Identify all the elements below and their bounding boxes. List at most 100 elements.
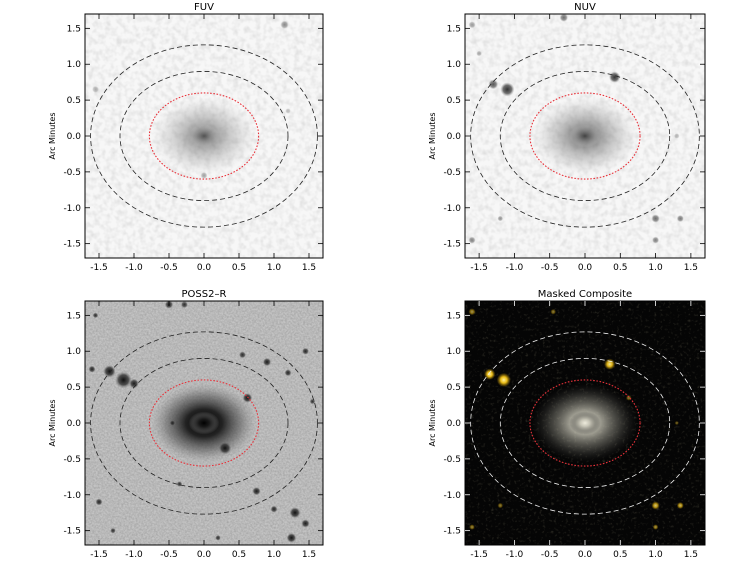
point-source <box>497 502 504 509</box>
inner-aperture <box>529 379 641 467</box>
point-source <box>652 236 660 244</box>
y-tick-label: 0.5 <box>447 383 461 393</box>
panel-0: -1.5 -1.5 -1.0 -1.0 -0.5 -0.5 0.0 0.0 0.5 0.5 1.0 1… <box>48 2 324 273</box>
x-tick-label: 0.5 <box>613 263 627 273</box>
x-tick-label: 1.0 <box>267 550 282 560</box>
panel-image <box>465 301 705 545</box>
point-source <box>673 133 680 139</box>
point-source <box>92 312 99 319</box>
point-source <box>476 50 482 57</box>
outer-aperture <box>90 331 318 515</box>
x-tick-label: -1.5 <box>470 550 488 560</box>
point-source <box>285 108 291 114</box>
point-source <box>674 420 679 426</box>
panel-2: -1.5 -1.5 -1.0 -1.0 -0.5 -0.5 0.0 0.0 0.5 0.5 1.0 1… <box>48 289 324 560</box>
point-source <box>252 486 261 496</box>
point-source <box>180 301 188 309</box>
galaxy-core <box>569 411 601 435</box>
y-tick-label: 1.5 <box>67 311 81 321</box>
y-tick-label: -1.5 <box>63 527 81 537</box>
panel-title: POSS2–R <box>182 289 227 300</box>
x-tick-label: -1.0 <box>506 263 524 273</box>
y-tick-label: 1.0 <box>447 347 462 357</box>
point-source <box>129 378 139 389</box>
y-tick-label: 0.5 <box>67 383 81 393</box>
x-tick-label: -1.0 <box>125 550 143 560</box>
middle-aperture <box>119 71 289 201</box>
y-tick-label: 1.0 <box>67 60 82 70</box>
y-tick-label: 0.5 <box>67 96 81 106</box>
y-axis-label: Arc Minutes <box>428 399 437 446</box>
point-source <box>239 351 246 359</box>
outer-aperture <box>90 44 318 228</box>
point-source <box>604 358 616 370</box>
x-tick-label: 1.0 <box>648 263 663 273</box>
point-source <box>497 215 504 222</box>
outer-aperture <box>470 44 700 228</box>
y-tick-label: -0.5 <box>443 168 461 178</box>
y-tick-label: -0.5 <box>443 455 461 465</box>
x-tick-label: -0.5 <box>160 263 178 273</box>
x-tick-label: -0.5 <box>541 550 559 560</box>
point-source <box>280 20 289 29</box>
x-tick-label: 1.5 <box>302 263 316 273</box>
point-source <box>468 308 476 316</box>
inner-aperture <box>148 379 260 467</box>
point-source <box>468 21 476 29</box>
galaxy-core <box>569 124 601 148</box>
x-tick-label: -1.5 <box>90 550 108 560</box>
point-source <box>218 441 232 455</box>
point-source <box>215 535 221 541</box>
point-source <box>651 214 660 223</box>
y-tick-label: 0.0 <box>447 419 462 429</box>
x-tick-label: 0.5 <box>232 263 246 273</box>
point-source <box>468 236 476 244</box>
x-tick-label: -1.5 <box>470 263 488 273</box>
x-tick-label: 0.0 <box>197 263 212 273</box>
x-tick-label: 0.0 <box>578 263 593 273</box>
y-tick-label: -1.0 <box>443 204 461 214</box>
middle-aperture <box>119 358 289 488</box>
x-tick-label: 1.0 <box>267 263 282 273</box>
middle-aperture <box>499 71 671 201</box>
middle-aperture <box>499 358 671 488</box>
x-tick-label: 1.5 <box>684 263 698 273</box>
point-source <box>92 85 99 93</box>
outer-aperture <box>470 331 700 515</box>
galaxy-core <box>188 124 220 148</box>
x-tick-label: -0.5 <box>541 263 559 273</box>
y-tick-label: 1.0 <box>447 60 462 70</box>
point-source <box>95 498 103 506</box>
x-tick-label: 1.0 <box>648 550 663 560</box>
x-tick-label: 0.5 <box>613 550 627 560</box>
point-source <box>302 347 309 355</box>
point-source <box>652 524 659 530</box>
point-source <box>110 527 116 534</box>
point-source <box>500 82 515 97</box>
panel-title: Masked Composite <box>538 289 632 300</box>
y-axis-label: Arc Minutes <box>48 112 57 159</box>
x-tick-label: 0.0 <box>578 550 593 560</box>
y-tick-label: 0.5 <box>447 96 461 106</box>
point-source <box>496 372 511 387</box>
galaxy-core <box>188 411 220 435</box>
y-tick-label: -0.5 <box>63 455 81 465</box>
y-tick-label: 0.0 <box>67 419 82 429</box>
y-tick-label: -1.5 <box>443 527 461 537</box>
x-tick-label: -0.5 <box>160 550 178 560</box>
x-tick-label: -1.0 <box>506 550 524 560</box>
y-tick-label: 1.5 <box>67 24 81 34</box>
point-source <box>284 369 292 377</box>
y-tick-label: -1.0 <box>63 204 81 214</box>
panels-layer: -1.5 -1.5 -1.0 -1.0 -0.5 -0.5 0.0 0.0 0.5 0.5 1.0 1… <box>48 2 706 560</box>
panel-image <box>465 14 705 258</box>
point-source <box>484 368 496 380</box>
point-source <box>115 371 132 389</box>
point-source <box>309 398 316 405</box>
point-source <box>270 505 278 513</box>
y-tick-label: -1.0 <box>443 491 461 501</box>
point-source <box>289 507 301 519</box>
panel-image <box>85 14 323 258</box>
y-axis-label: Arc Minutes <box>428 112 437 159</box>
